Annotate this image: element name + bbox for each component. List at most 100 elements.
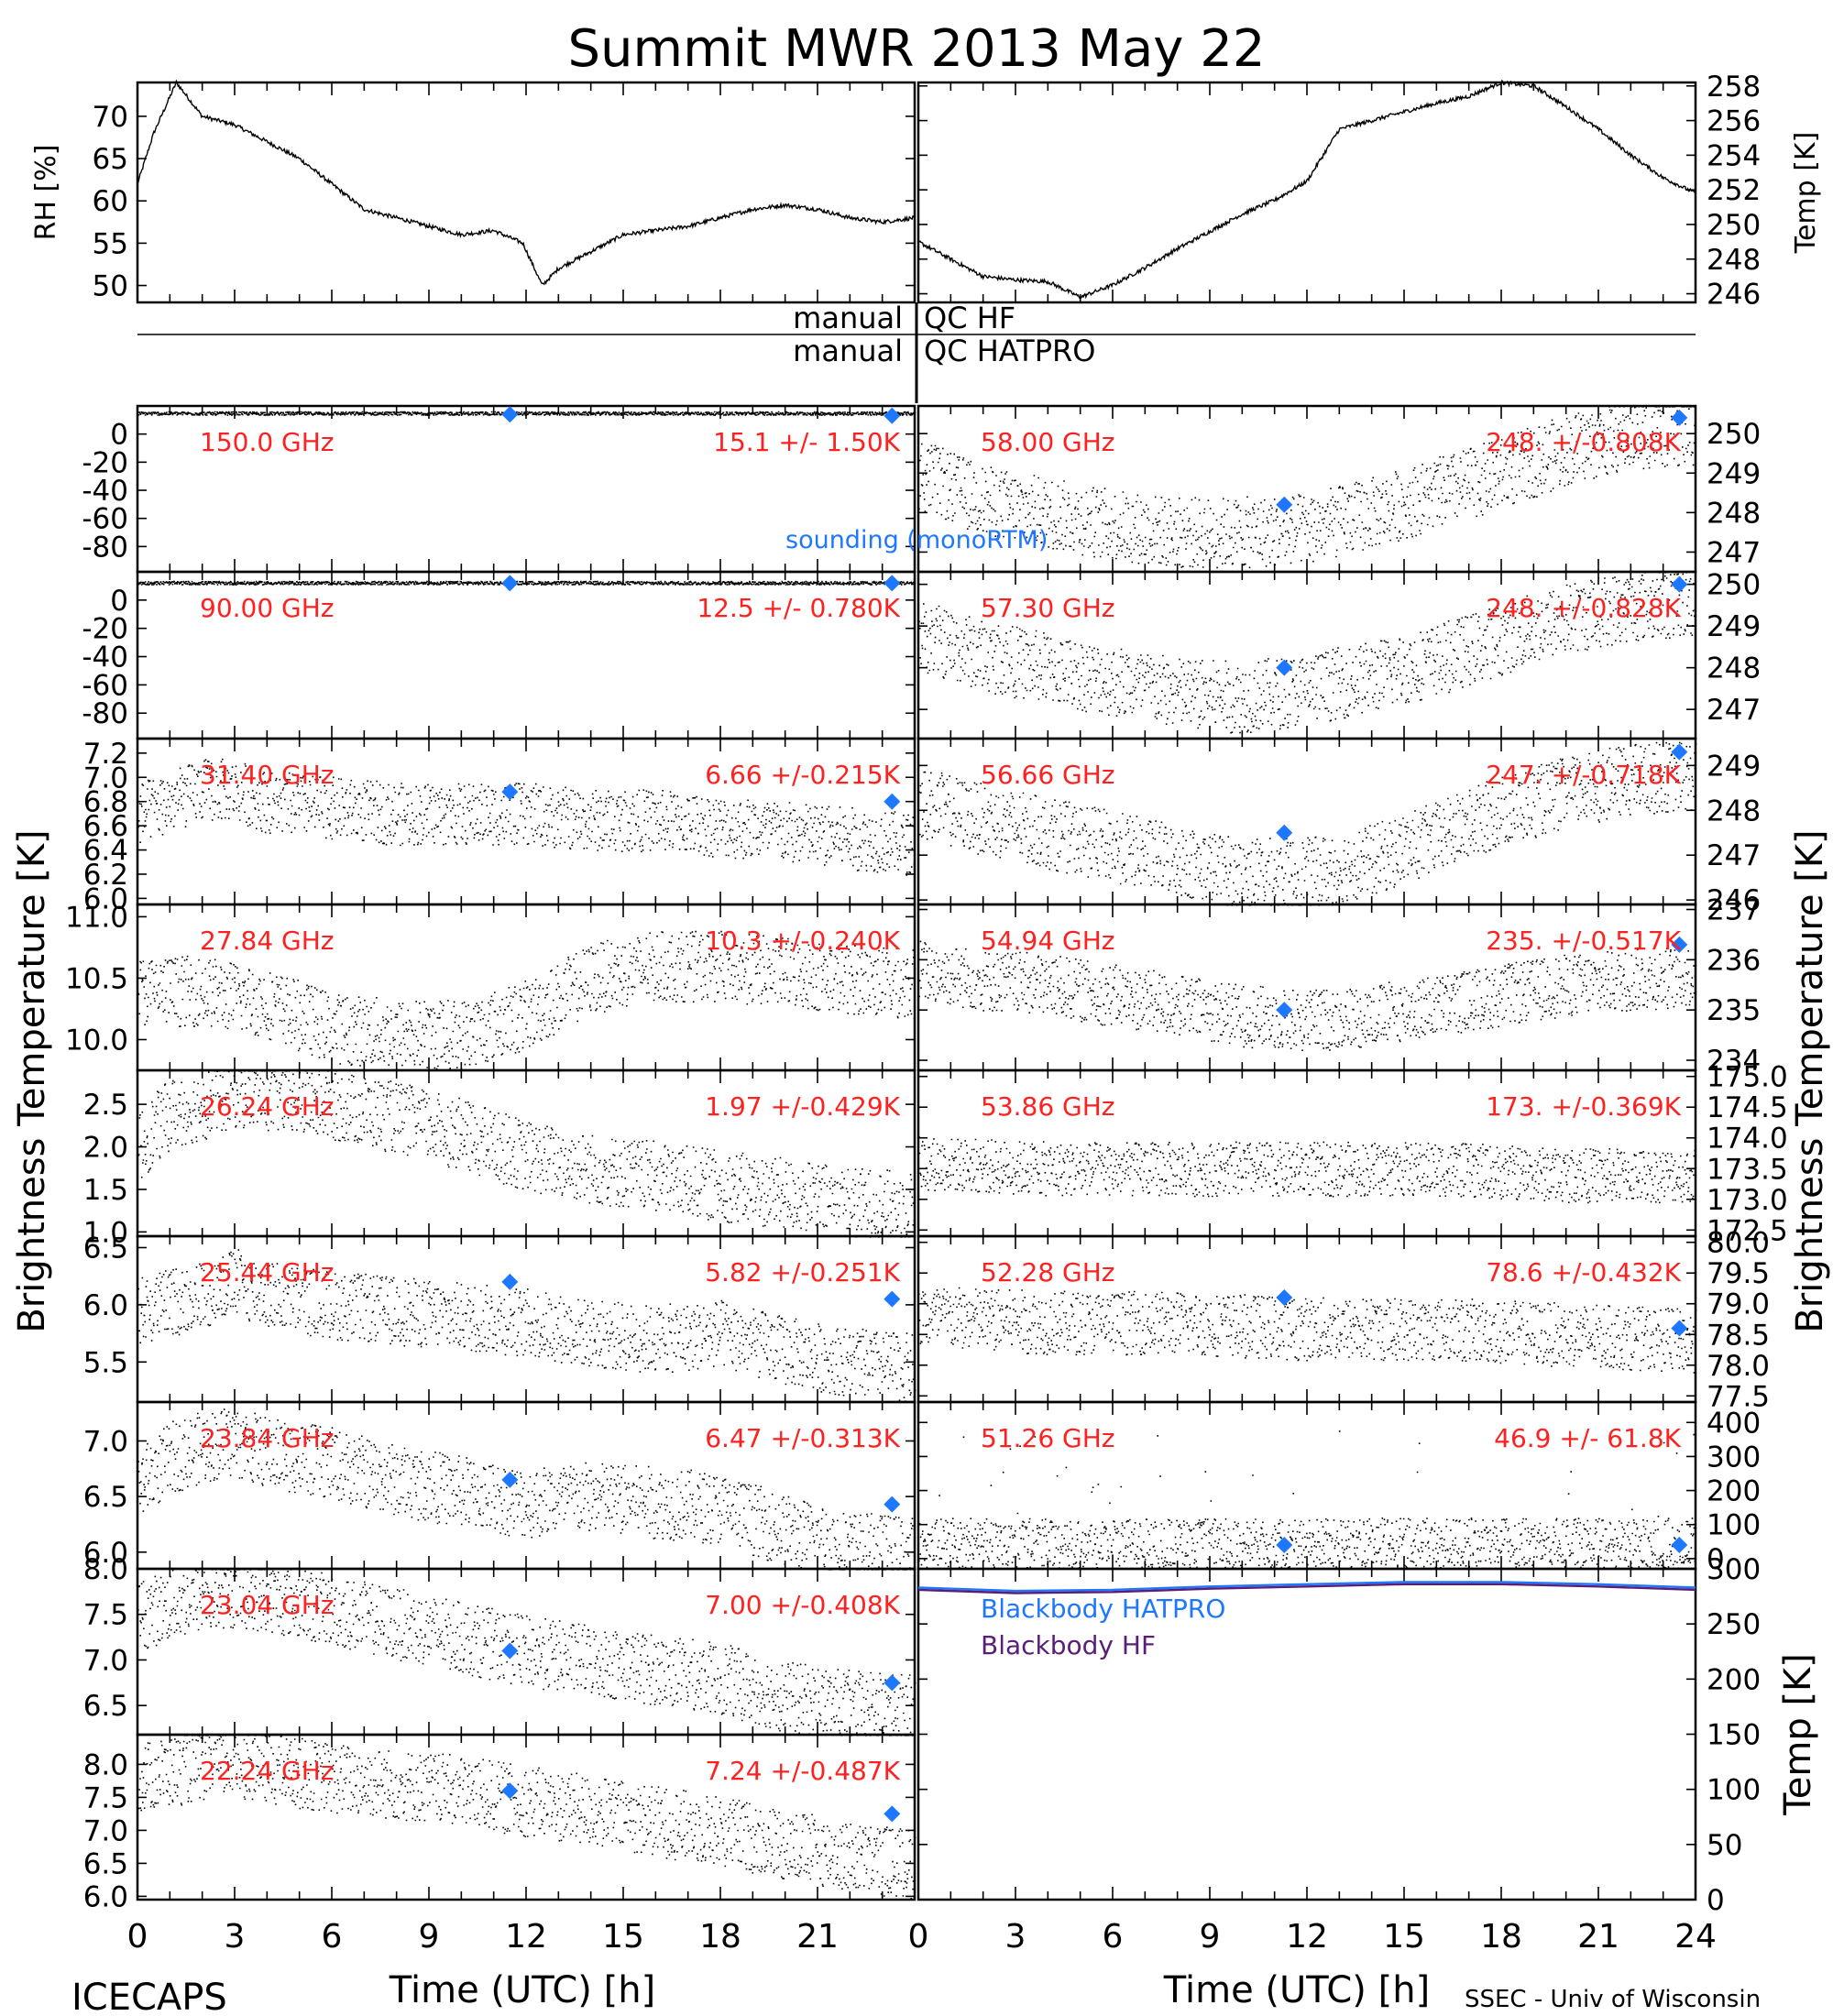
- x-tick-label: 21: [796, 1918, 839, 1956]
- y-tick-label: 254: [1707, 139, 1761, 172]
- y-tick-label: 7.2: [83, 738, 128, 771]
- panel-blackbody: 0 50 100 150 200 250 300 Blackbody HATPRO Blackb…: [916, 1553, 1819, 1917]
- frequency-label: 53.86 GHz: [981, 1091, 1115, 1122]
- stats-label: 248. +/-0.828K: [1486, 593, 1681, 623]
- y-tick-label: 78.5: [1707, 1319, 1770, 1352]
- panel-tb-2224: 6.06.57.07.58.0 22.24 GHz 7.24 +/-0.487K: [83, 1733, 916, 1913]
- stats-label: 7.00 +/-0.408K: [705, 1590, 900, 1620]
- frequency-label: 23.04 GHz: [200, 1590, 335, 1620]
- stats-label: 12.5 +/- 0.780K: [697, 593, 900, 623]
- y-tick-label: 60: [93, 185, 128, 218]
- y-tick-label: 1.0: [83, 1216, 128, 1249]
- y-tick-label: 250: [1707, 569, 1761, 602]
- y-axis-label: Temp [K]: [1777, 1653, 1819, 1816]
- frequency-label: 52.28 GHz: [981, 1257, 1115, 1287]
- x-tick-label: 15: [602, 1918, 644, 1956]
- y-tick-label: 235: [1707, 994, 1761, 1027]
- y-tick-label: -40: [82, 641, 128, 674]
- qc-hatpro-label: QC HATPRO: [924, 334, 1095, 368]
- y-tick-label: 200: [1707, 1663, 1761, 1696]
- sounding-marker: [1671, 1320, 1688, 1337]
- y-tick-label: 10.0: [65, 1024, 128, 1057]
- frequency-label: 51.26 GHz: [981, 1423, 1115, 1453]
- series-line: [917, 1583, 1696, 1594]
- y-tick-label: 10.5: [65, 962, 128, 995]
- y-tick-label: 6.8: [83, 786, 128, 819]
- y-tick-label: 174.0: [1707, 1123, 1788, 1156]
- y-tick-label: 247: [1707, 694, 1761, 727]
- y-tick-label: 249: [1707, 750, 1761, 783]
- frequency-label: 54.94 GHz: [981, 926, 1115, 956]
- y-tick-label: -60: [82, 503, 128, 536]
- sounding-marker: [1671, 743, 1688, 761]
- sounding-marker: [1671, 575, 1688, 593]
- y-tick-label: 6.0: [83, 1880, 128, 1913]
- x-tick-label: 6: [322, 1918, 343, 1956]
- y-tick-label: 248: [1707, 244, 1761, 277]
- x-tick-label: 0: [908, 1918, 929, 1956]
- y-tick-label: 8.0: [83, 1748, 128, 1781]
- stats-label: 247. +/-0.718K: [1486, 760, 1681, 790]
- sounding-marker: [501, 1273, 519, 1290]
- frequency-label: 56.66 GHz: [981, 760, 1115, 790]
- x-tick-label: 12: [505, 1918, 547, 1956]
- sounding-marker: [884, 793, 901, 810]
- y-tick-label: 258: [1707, 71, 1761, 104]
- right-y-axis-label: Brightness Temperature [K]: [1789, 829, 1831, 1332]
- y-tick-label: 5.5: [83, 1346, 128, 1379]
- y-tick-label: 0: [110, 585, 128, 618]
- panel-tb-5666: 246 247 248 249 56.66 GHz 247. +/-0.718K: [916, 737, 1761, 917]
- x-tick-label: 18: [1480, 1918, 1522, 1956]
- stats-label: 7.24 +/-0.487K: [705, 1756, 900, 1786]
- sounding-marker: [884, 1290, 901, 1308]
- y-tick-label: 7.5: [83, 1599, 128, 1632]
- y-tick-label: 50: [1707, 1829, 1742, 1862]
- qc-hatpro-manual-label: manual: [793, 334, 903, 368]
- sounding-marker: [1671, 1537, 1688, 1553]
- y-tick-label: -20: [82, 613, 128, 646]
- sounding-marker: [1276, 496, 1293, 513]
- y-tick-label: 248: [1707, 794, 1761, 827]
- x-tick-label: 0: [127, 1918, 148, 1956]
- legend-label: Blackbody HF: [981, 1630, 1156, 1660]
- panel-tb-2544: 5.5 6.0 6.5 25.44 GHz 5.82 +/-0.251K: [83, 1232, 916, 1404]
- x-axis-label-left: Time (UTC) [h]: [389, 1969, 655, 2011]
- sounding-marker: [501, 575, 519, 592]
- y-tick-label: 79.5: [1707, 1257, 1770, 1290]
- y-tick-label: 250: [1707, 418, 1761, 451]
- y-tick-label: 100: [1707, 1509, 1761, 1542]
- sounding-marker: [501, 1642, 519, 1660]
- y-tick-label: -80: [82, 697, 128, 730]
- y-tick-label: 246: [1707, 884, 1761, 917]
- y-tick-label: 150: [1707, 1719, 1761, 1752]
- panel-tb-150: 0-20-40-60-80 150.0 GHz 15.1 +/- 1.50K: [82, 404, 916, 574]
- y-tick-label: 7.0: [83, 1814, 128, 1847]
- x-tick-label: 6: [1103, 1918, 1124, 1956]
- x-tick-label: 15: [1383, 1918, 1425, 1956]
- sounding-marker: [501, 1471, 519, 1488]
- y-tick-label: 6.0: [83, 882, 128, 915]
- y-tick-label: 77.5: [1707, 1380, 1770, 1413]
- y-tick-label: 249: [1707, 457, 1761, 490]
- footer-right-label: SSEC - Univ of Wisconsin: [1465, 1986, 1761, 2013]
- y-tick-label: 0: [110, 419, 128, 452]
- sounding-marker: [884, 1674, 901, 1692]
- data-points: [137, 580, 916, 586]
- y-tick-label: 6.4: [83, 835, 128, 868]
- x-tick-label: 9: [419, 1918, 440, 1956]
- panel-tb-5228: 77.578.078.579.079.580.0 52.28 GHz 78.6 +/…: [916, 1227, 1770, 1413]
- panel-tb-2384: 6.0 6.5 7.0 23.84 GHz 6.47 +/-0.313K: [83, 1400, 916, 1571]
- y-tick-label: 256: [1707, 105, 1761, 138]
- y-tick-label: 174.5: [1707, 1091, 1788, 1124]
- frequency-label: 22.24 GHz: [200, 1756, 335, 1786]
- panel-tb-90: 0-20-40-60-80 90.00 GHz 12.5 +/- 0.780K: [82, 570, 916, 740]
- sounding-marker: [501, 783, 519, 801]
- x-tick-label: 18: [699, 1918, 741, 1956]
- panel-rh: 50 55 60 65 70 RH [%]: [30, 79, 916, 304]
- x-axis-label-right: Time (UTC) [h]: [1163, 1969, 1430, 2011]
- y-tick-label: -80: [82, 531, 128, 564]
- sounding-marker: [1276, 824, 1293, 841]
- y-tick-label: 100: [1707, 1774, 1761, 1807]
